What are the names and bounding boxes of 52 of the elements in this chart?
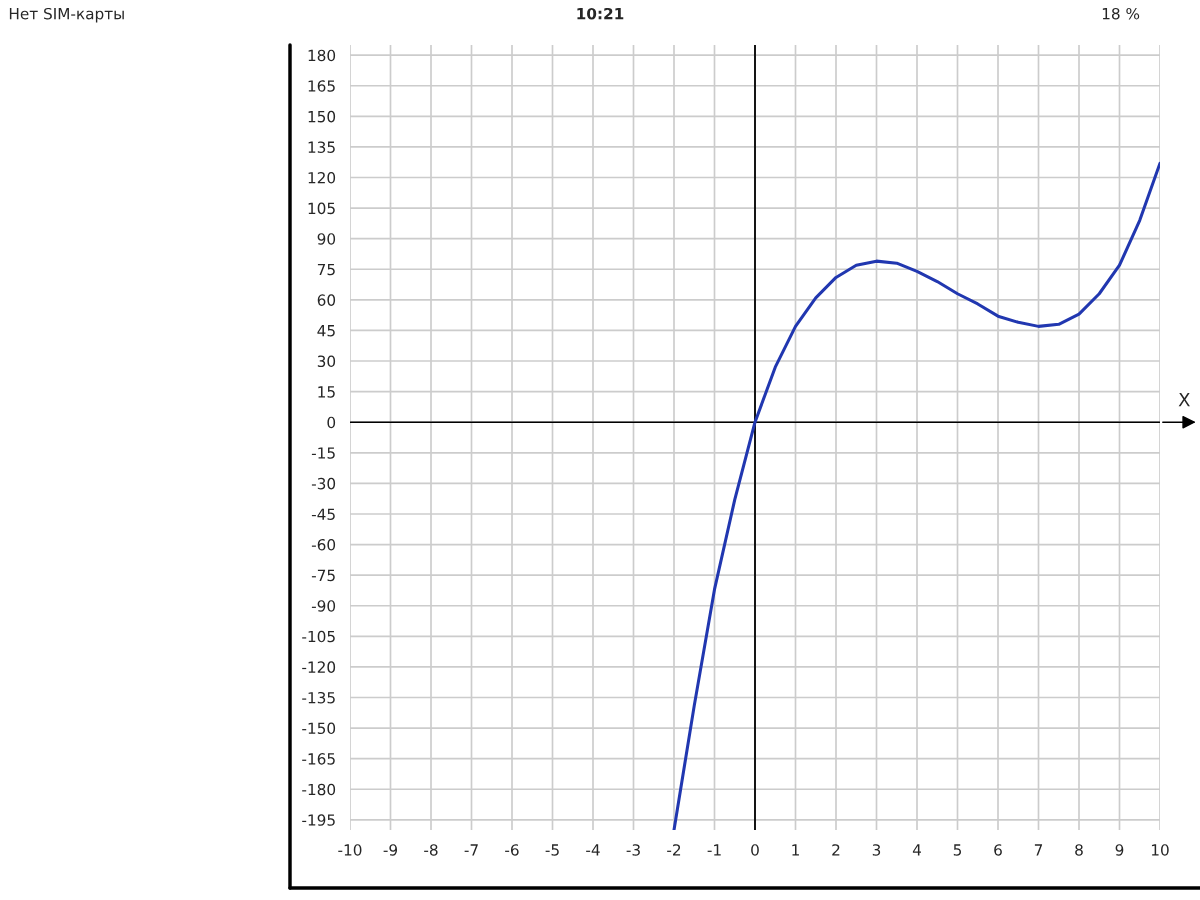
y-tick-label: 135 <box>308 141 335 153</box>
x-tick-label: 6 <box>994 844 1002 856</box>
text: 18 % <box>1102 7 1140 20</box>
x-tick-label: 3 <box>872 844 881 856</box>
x-tick-label: -6 <box>505 844 519 856</box>
y-tick-label: 105 <box>308 202 335 215</box>
text: 10:21 <box>577 7 624 20</box>
y-tick-label: 15 <box>318 386 335 398</box>
text: Нет SIM-карты <box>9 7 124 23</box>
y-tick-label: 120 <box>308 172 336 184</box>
y-tick-label: -30 <box>311 477 336 490</box>
line-series <box>672 161 1160 830</box>
y-tick-label: -180 <box>302 783 336 796</box>
y-tick-label: 90 <box>317 233 336 245</box>
y-tick-label: 0 <box>327 416 336 429</box>
x-tick-label: -3 <box>626 844 640 856</box>
y-tick-label: 30 <box>317 355 336 368</box>
x-tick-label: -5 <box>545 844 559 856</box>
y-tick-label: 150 <box>308 110 336 123</box>
x-tick-label: 9 <box>1115 844 1124 856</box>
y-tick-label: -45 <box>311 508 335 520</box>
y-tick-label: 165 <box>308 80 335 92</box>
x-tick-label: 2 <box>832 844 840 856</box>
y-tick-label: 180 <box>308 49 336 62</box>
y-tick-label: 45 <box>317 325 335 337</box>
x-tick-label: -8 <box>424 844 438 856</box>
y-tick-label: -60 <box>311 539 336 551</box>
x-tick-label: -10 <box>338 844 362 856</box>
y-tick-label: 75 <box>317 263 335 276</box>
y-tick-label: -165 <box>302 753 335 765</box>
y-tick-label: -105 <box>302 630 335 643</box>
y-tick-label: -15 <box>311 447 335 459</box>
x-tick-label: 5 <box>953 844 962 856</box>
y-tick-label: -75 <box>311 569 335 582</box>
y-tick-label: -195 <box>302 814 335 826</box>
x-tick-label: -9 <box>383 844 398 856</box>
x-tick-label: -1 <box>707 844 721 856</box>
y-tick-label: 60 <box>317 294 336 306</box>
y-tick-label: -120 <box>302 661 336 673</box>
y-tick-label: -135 <box>302 691 335 704</box>
x-tick-label: 10 <box>1151 844 1169 856</box>
y-tick-label: -90 <box>311 600 336 612</box>
y-tick-label: -150 <box>302 722 336 735</box>
x-tick-label: 1 <box>792 844 799 856</box>
x-tick-label: 4 <box>912 844 921 856</box>
x-tick-label: 8 <box>1075 844 1083 856</box>
x-tick-label: -4 <box>586 844 600 856</box>
x-tick-label: 7 <box>1034 844 1043 856</box>
x-tick-label: -7 <box>464 844 478 856</box>
x-tick-label: 0 <box>751 844 759 856</box>
x-tick-label: -2 <box>667 844 681 856</box>
x-axis-title: X <box>1178 393 1190 407</box>
